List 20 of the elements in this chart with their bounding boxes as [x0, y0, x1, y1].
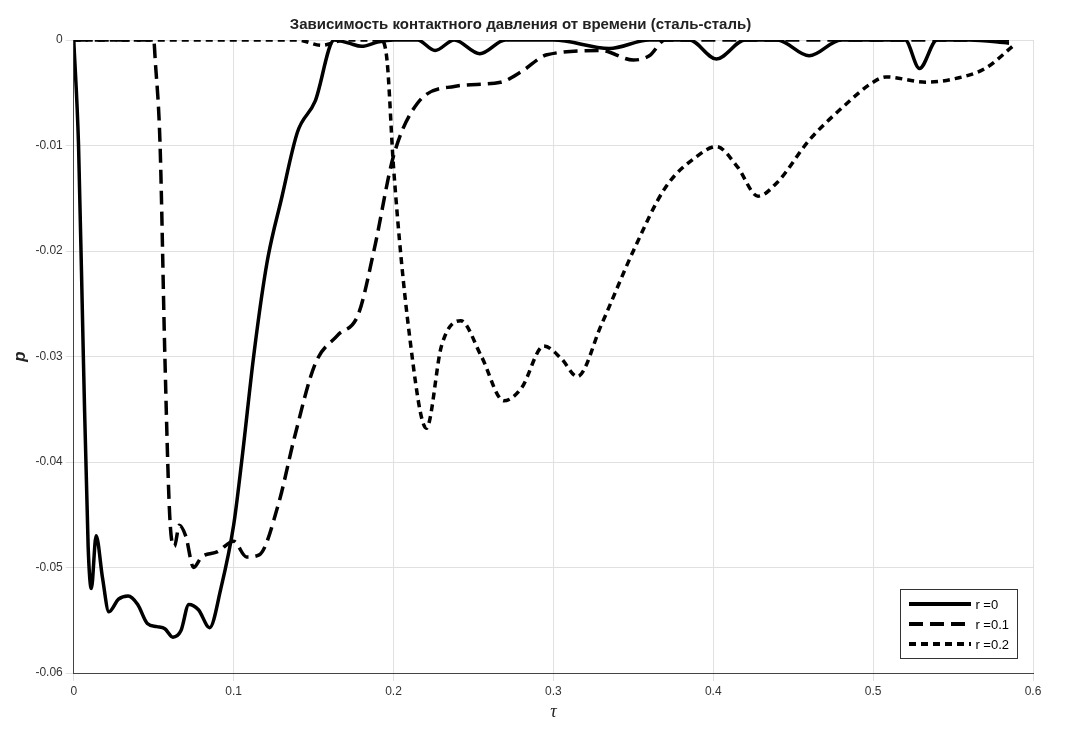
x-tick-label: 0.6 — [1024, 683, 1042, 698]
x-tick-label: 0.5 — [864, 683, 882, 698]
y-tick-label: -0.05 — [35, 559, 64, 574]
y-tick-label: -0.01 — [35, 137, 64, 152]
x-tick-label: 0.4 — [704, 683, 722, 698]
chart-title: Зависимость контактного давления от времени (сталь-сталь) — [289, 15, 752, 33]
y-axis-title: p — [9, 351, 29, 363]
y-tick-label: -0.06 — [35, 665, 64, 680]
x-tick-label: 0.3 — [545, 683, 563, 698]
y-tick-label: -0.04 — [35, 454, 64, 469]
legend-label: r =0.2 — [975, 636, 1009, 652]
legend-label: r =0.1 — [975, 616, 1009, 632]
x-tick-label: 0.1 — [225, 683, 243, 698]
x-tick-label: 0.2 — [385, 683, 403, 698]
y-tick-label: 0 — [56, 32, 64, 47]
legend-label: r =0 — [975, 596, 999, 612]
x-axis-title: τ — [550, 700, 558, 721]
x-tick-label: 0 — [70, 683, 78, 698]
y-tick-label: -0.03 — [35, 348, 64, 363]
y-tick-label: -0.02 — [35, 243, 64, 258]
